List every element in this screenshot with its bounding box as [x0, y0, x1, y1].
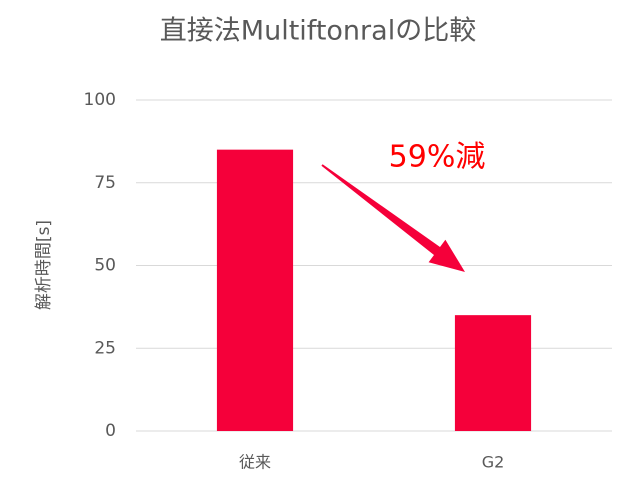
- y-tick-label: 25: [94, 338, 116, 358]
- y-tick-label: 0: [105, 421, 116, 441]
- x-tick-label: G2: [482, 453, 505, 472]
- chart-title: 直接法Multiftonralの比較: [160, 16, 476, 47]
- bar: [454, 315, 532, 431]
- y-tick-label: 100: [84, 90, 116, 110]
- bar: [216, 149, 294, 431]
- y-axis-label: 解析時間[s]: [34, 220, 54, 310]
- y-tick-label: 75: [94, 173, 116, 193]
- arrow: [321, 164, 465, 272]
- y-tick-label: 50: [94, 256, 116, 276]
- x-tick-label: 従来: [239, 453, 271, 472]
- annotation: 59%減: [389, 140, 486, 175]
